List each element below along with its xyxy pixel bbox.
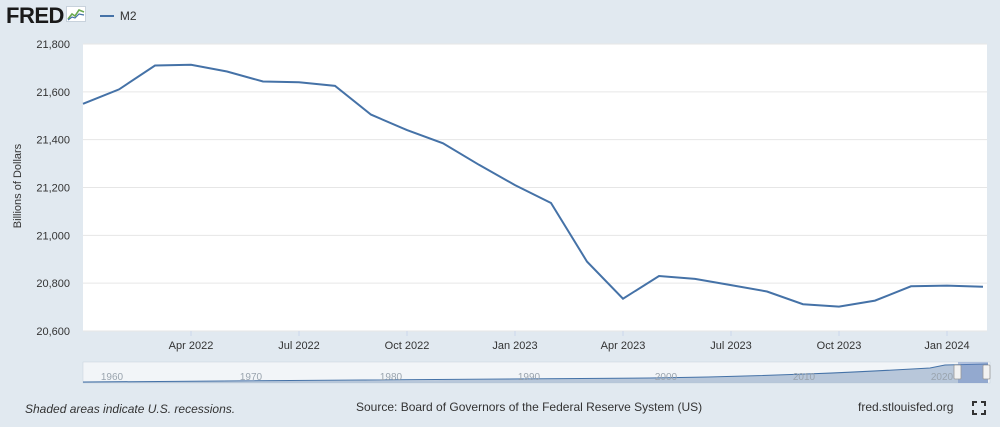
x-axis-ticks: Apr 2022 Jul 2022 Oct 2022 Jan 2023 Apr 2023… (169, 331, 970, 352)
fred-logo[interactable]: FRED (6, 3, 86, 29)
y-tick-label: 21,400 (36, 135, 70, 147)
fullscreen-icon[interactable] (972, 401, 986, 420)
y-tick-label: 21,600 (36, 87, 70, 99)
source-text: Source: Board of Governors of the Federa… (356, 400, 703, 414)
navigator-year-label: 2000 (655, 372, 678, 383)
x-tick-label: Oct 2022 (385, 340, 430, 352)
navigator-year-label: 1970 (240, 372, 263, 383)
fred-graph-icon (65, 5, 86, 27)
navigator-labels: 1960 1970 1980 1990 2000 2010 2020 (101, 372, 954, 383)
navigator-handle-left[interactable] (953, 364, 962, 380)
navigator-year-label: 2020 (931, 372, 954, 383)
legend-series-label: M2 (119, 9, 137, 23)
m2-series-line[interactable] (82, 63, 984, 308)
navigator-handle-right[interactable] (982, 364, 991, 380)
y-tick-label: 20,800 (36, 278, 70, 290)
y-tick-label: 21,800 (36, 39, 70, 51)
y-tick-label: 20,600 (36, 326, 70, 338)
site-link[interactable]: fred.stlouisfed.org (858, 400, 954, 414)
chart-legend[interactable]: M2 (99, 9, 137, 23)
x-tick-label: Jul 2023 (710, 340, 752, 352)
gridlines (83, 43, 987, 332)
navigator-year-label: 1980 (380, 372, 403, 383)
x-tick-label: Oct 2023 (817, 340, 862, 352)
x-tick-label: Apr 2022 (169, 340, 214, 352)
navigator-year-label: 1990 (518, 372, 541, 383)
navigator-year-label: 1960 (101, 372, 124, 383)
navigator-selection[interactable] (958, 362, 988, 383)
x-tick-label: Jan 2024 (924, 340, 969, 352)
y-tick-label: 21,000 (36, 230, 70, 242)
fred-logo-text: FRED (6, 3, 64, 28)
y-tick-label: 21,200 (36, 183, 70, 195)
x-tick-label: Jan 2023 (492, 340, 537, 352)
y-axis-ticks: 20,600 20,800 21,000 21,200 21,400 21,600 21,8… (36, 39, 70, 338)
chart-header: FRED M2 (6, 3, 137, 29)
x-tick-label: Jul 2022 (278, 340, 320, 352)
navigator-year-label: 2010 (793, 372, 816, 383)
recession-note: Shaded areas indicate U.S. recessions. (25, 402, 236, 416)
x-tick-label: Apr 2023 (601, 340, 646, 352)
navigator-series-line (82, 363, 989, 383)
navigator-series-area (83, 364, 988, 383)
legend-line-swatch (99, 15, 114, 17)
navigator[interactable]: 1960 1970 1980 1990 2000 2010 2020 (82, 361, 991, 384)
